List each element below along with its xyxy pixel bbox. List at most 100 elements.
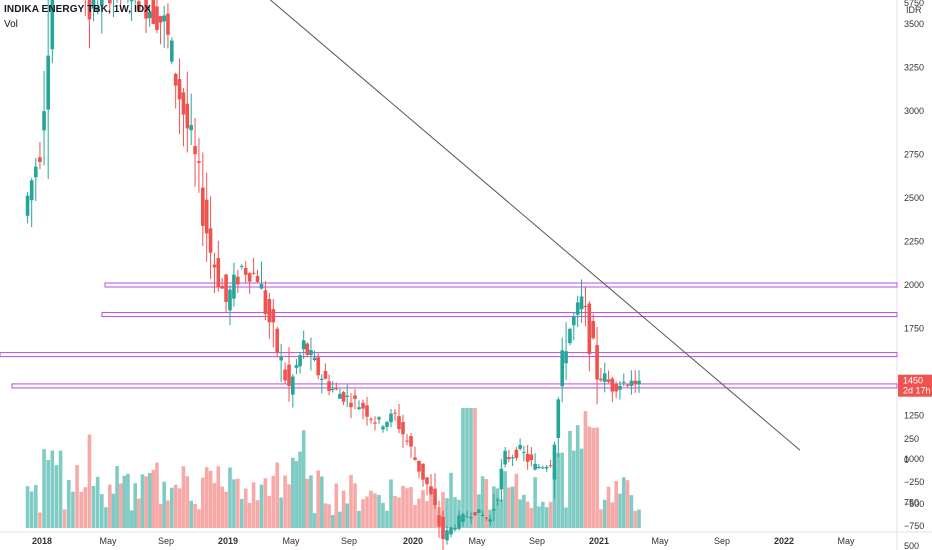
volume-bar bbox=[316, 470, 320, 528]
volume-bar bbox=[309, 475, 313, 528]
volume-bar bbox=[271, 475, 276, 528]
resistance-level[interactable] bbox=[0, 352, 898, 358]
candle-body bbox=[201, 187, 205, 226]
candle-body bbox=[556, 399, 561, 439]
candle-body bbox=[602, 373, 607, 382]
candle-body bbox=[433, 488, 437, 506]
candle-body bbox=[397, 416, 401, 430]
price-tick-label: 2500 bbox=[904, 193, 924, 203]
candle-body bbox=[220, 285, 224, 289]
candle-body bbox=[579, 296, 584, 310]
volume-bar bbox=[495, 488, 500, 528]
volume-label: Vol bbox=[4, 19, 18, 30]
volume-bar bbox=[595, 427, 599, 528]
candle-body bbox=[525, 453, 530, 462]
price-tick-label: 1000 bbox=[904, 454, 924, 464]
candle-body bbox=[568, 328, 572, 344]
candle-body bbox=[610, 378, 615, 392]
volume-bar bbox=[433, 498, 437, 528]
trendline[interactable] bbox=[2, 0, 801, 451]
price-axis-top-value: 5750 bbox=[904, 0, 924, 8]
candle-body bbox=[271, 309, 276, 323]
volume-bar bbox=[413, 504, 417, 528]
price-tick-label: 750 bbox=[904, 498, 919, 508]
price-tick-label: −250 bbox=[904, 477, 924, 487]
volume-bar bbox=[544, 507, 549, 528]
candle-body bbox=[429, 486, 433, 495]
volume-bar bbox=[591, 427, 595, 528]
candle-body bbox=[409, 436, 413, 447]
candle-body bbox=[595, 344, 599, 380]
volume-bar bbox=[263, 478, 268, 528]
candle-body bbox=[87, 0, 92, 20]
resistance-level[interactable] bbox=[11, 383, 898, 389]
resistance-level[interactable] bbox=[101, 312, 898, 318]
time-axis-label: May bbox=[651, 536, 669, 546]
volume-bar bbox=[122, 475, 127, 528]
volume-bar bbox=[115, 466, 119, 528]
candle-body bbox=[38, 157, 42, 163]
volume-bar bbox=[34, 485, 38, 528]
candle-body bbox=[587, 303, 592, 354]
candle-body bbox=[614, 383, 618, 392]
candle-body bbox=[633, 380, 638, 385]
volume-bar bbox=[204, 467, 209, 528]
candle-body bbox=[212, 264, 217, 268]
candle-body bbox=[449, 527, 453, 535]
volume-bar bbox=[503, 471, 507, 528]
candle-body bbox=[305, 343, 310, 355]
candle-body bbox=[338, 393, 342, 399]
volume-bar bbox=[320, 476, 324, 528]
volume-bar bbox=[185, 476, 190, 528]
candle-body bbox=[393, 412, 397, 414]
volume-bar bbox=[79, 491, 83, 528]
candle-body bbox=[243, 267, 248, 275]
volume-bar bbox=[421, 490, 425, 528]
volume-bar bbox=[357, 510, 361, 528]
candle-body bbox=[484, 517, 489, 519]
volume-bar bbox=[441, 492, 445, 528]
volume-bar bbox=[181, 466, 186, 528]
candle-body bbox=[529, 454, 534, 461]
volume-bar bbox=[67, 480, 71, 528]
resistance-level[interactable] bbox=[104, 282, 898, 288]
candle-body bbox=[166, 13, 170, 35]
candle-body bbox=[575, 302, 580, 315]
volume-bar bbox=[305, 478, 310, 528]
candle-body bbox=[499, 468, 504, 490]
candle-body bbox=[287, 364, 291, 387]
volume-bar bbox=[602, 499, 607, 528]
candle-body bbox=[405, 440, 409, 442]
candle-body bbox=[510, 457, 515, 459]
time-axis-label: Sep bbox=[714, 536, 730, 546]
price-tick-label: 2000 bbox=[904, 280, 924, 290]
volume-bar bbox=[449, 472, 453, 528]
volume-bar bbox=[552, 471, 557, 528]
candle-body bbox=[239, 265, 244, 267]
volume-bar bbox=[606, 486, 611, 528]
volume-bar bbox=[507, 487, 511, 528]
candle-body bbox=[477, 509, 481, 513]
volume-bar bbox=[220, 486, 224, 528]
volume-bar bbox=[575, 425, 580, 528]
volume-bar bbox=[275, 462, 280, 528]
volume-bar bbox=[166, 500, 170, 528]
volume-bar bbox=[529, 508, 534, 528]
candle-body bbox=[100, 0, 104, 7]
candle-body bbox=[461, 514, 465, 522]
volume-bar bbox=[100, 494, 104, 528]
candle-body bbox=[480, 515, 485, 517]
candle-body bbox=[208, 228, 213, 253]
volume-bar bbox=[95, 476, 100, 528]
candle-body bbox=[279, 357, 283, 361]
candle-body bbox=[492, 508, 496, 511]
volume-bar bbox=[629, 495, 634, 528]
volume-bar bbox=[267, 496, 272, 528]
candle-body bbox=[507, 457, 511, 460]
volume-bar bbox=[510, 486, 515, 528]
volume-bar bbox=[177, 488, 182, 528]
candle-body bbox=[255, 276, 260, 282]
volume-bar bbox=[312, 513, 317, 528]
volume-bar bbox=[239, 498, 244, 528]
